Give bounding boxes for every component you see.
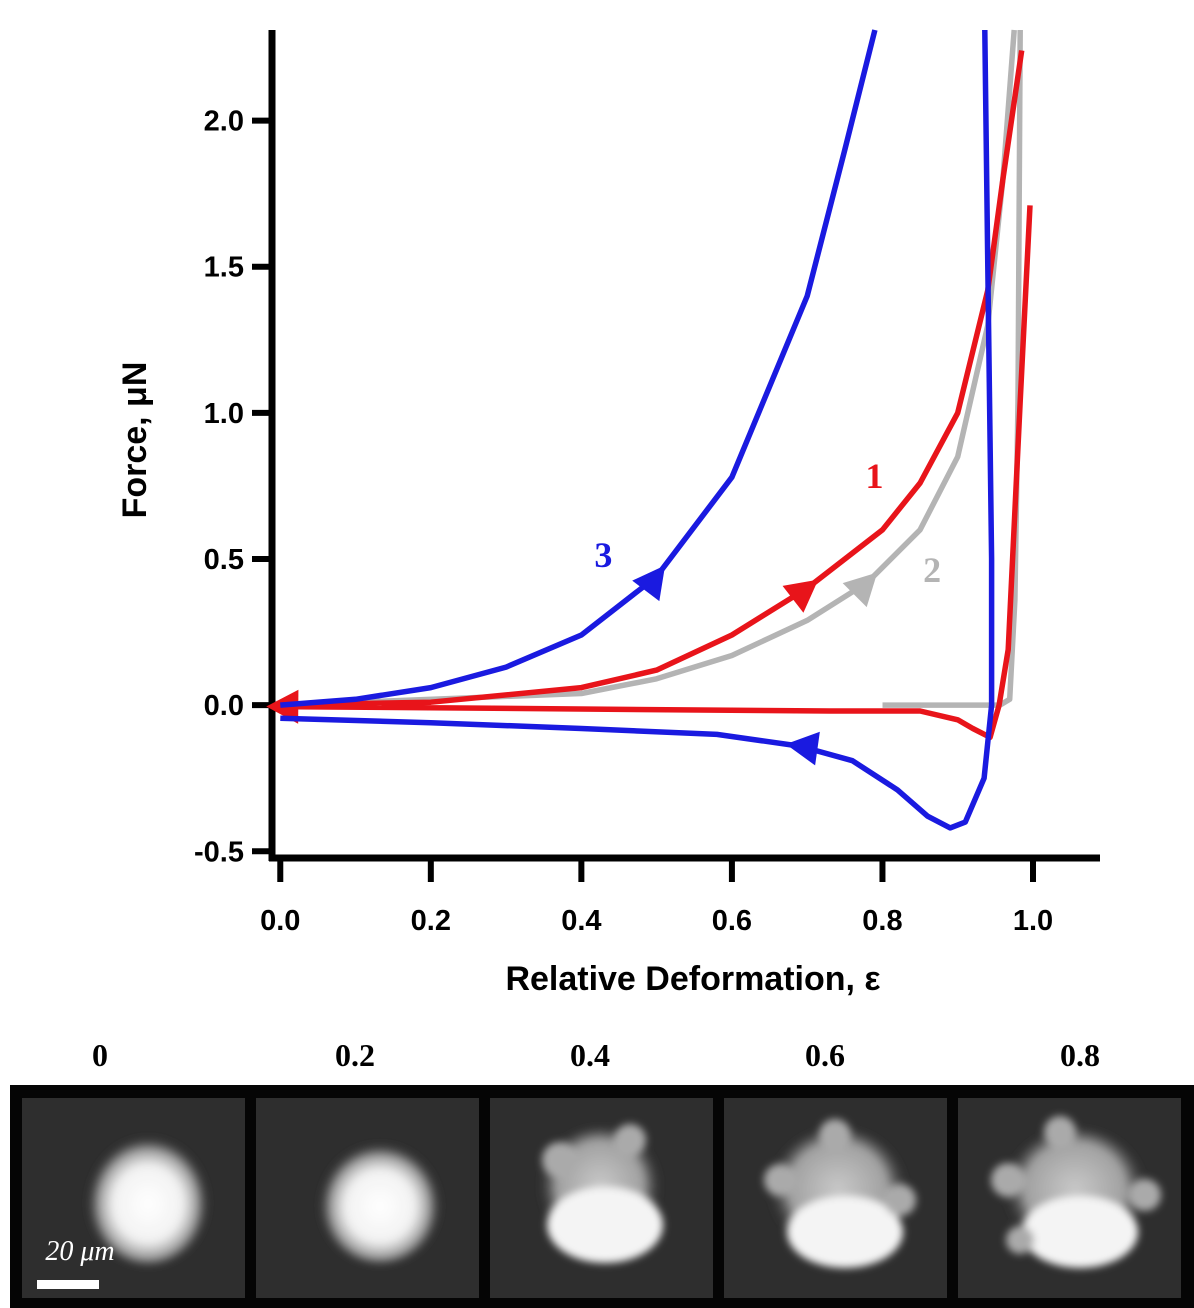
series-line	[280, 29, 1023, 708]
bleb	[1006, 1226, 1034, 1254]
direction-arrow	[632, 565, 666, 602]
direction-arrow	[785, 731, 820, 766]
cell	[1022, 1196, 1138, 1268]
x-axis-label: Relative Deformation, ε	[505, 960, 880, 998]
y-tick-label: 2.0	[204, 106, 244, 138]
bleb	[1129, 1179, 1161, 1211]
panel-label: 0.8	[1060, 1037, 1100, 1073]
series-label: 1	[865, 456, 883, 496]
y-tick-label: -0.5	[194, 836, 244, 868]
bleb	[884, 1184, 916, 1216]
bleb	[991, 1163, 1025, 1197]
x-tick-label: 0.4	[561, 905, 601, 937]
bleb	[764, 1164, 796, 1196]
cell	[318, 1136, 442, 1264]
image-strip: 20 μm	[10, 1085, 1194, 1308]
series-label: 3	[594, 535, 612, 575]
panel-labels: 0 0.2 0.4 0.6 0.8	[92, 1037, 1100, 1073]
bleb	[1044, 1116, 1076, 1148]
scale-bar	[37, 1280, 99, 1289]
x-tick-label: 0.0	[260, 905, 300, 937]
x-tick-label: 0.6	[712, 905, 752, 937]
scale-bar-label: 20 μm	[45, 1236, 114, 1267]
plot-area: -0.5 0.0 0.5 1.0 1.5 2.0 0.0 0.2 0.4 0.6 0.8 1.0 2 1 3	[194, 29, 1100, 937]
cell	[547, 1187, 663, 1263]
cell-images	[86, 1116, 1161, 1268]
direction-arrow	[842, 572, 878, 608]
direction-arrow	[782, 579, 819, 613]
y-axis-label: Force, μN	[116, 362, 154, 519]
y-tick-label: 0.5	[204, 544, 244, 576]
panel-label: 0.4	[570, 1037, 610, 1073]
y-tick-label: 1.0	[204, 398, 244, 430]
bleb	[614, 1124, 646, 1156]
series-label: 2	[923, 550, 941, 590]
cell	[787, 1196, 903, 1268]
y-tick-label: 0.0	[204, 690, 244, 722]
panel-label: 0.6	[805, 1037, 845, 1073]
series-line	[280, 29, 995, 831]
x-tick-label: 0.8	[862, 905, 902, 937]
panel-label: 0.2	[335, 1037, 375, 1073]
series-line	[280, 50, 1033, 741]
x-tick-label: 0.2	[411, 905, 451, 937]
bleb	[542, 1142, 578, 1178]
cell	[86, 1129, 210, 1265]
panel-label: 0	[92, 1037, 108, 1073]
y-tick-label: 1.5	[204, 252, 244, 284]
x-tick-label: 1.0	[1013, 905, 1053, 937]
bleb	[819, 1119, 851, 1151]
